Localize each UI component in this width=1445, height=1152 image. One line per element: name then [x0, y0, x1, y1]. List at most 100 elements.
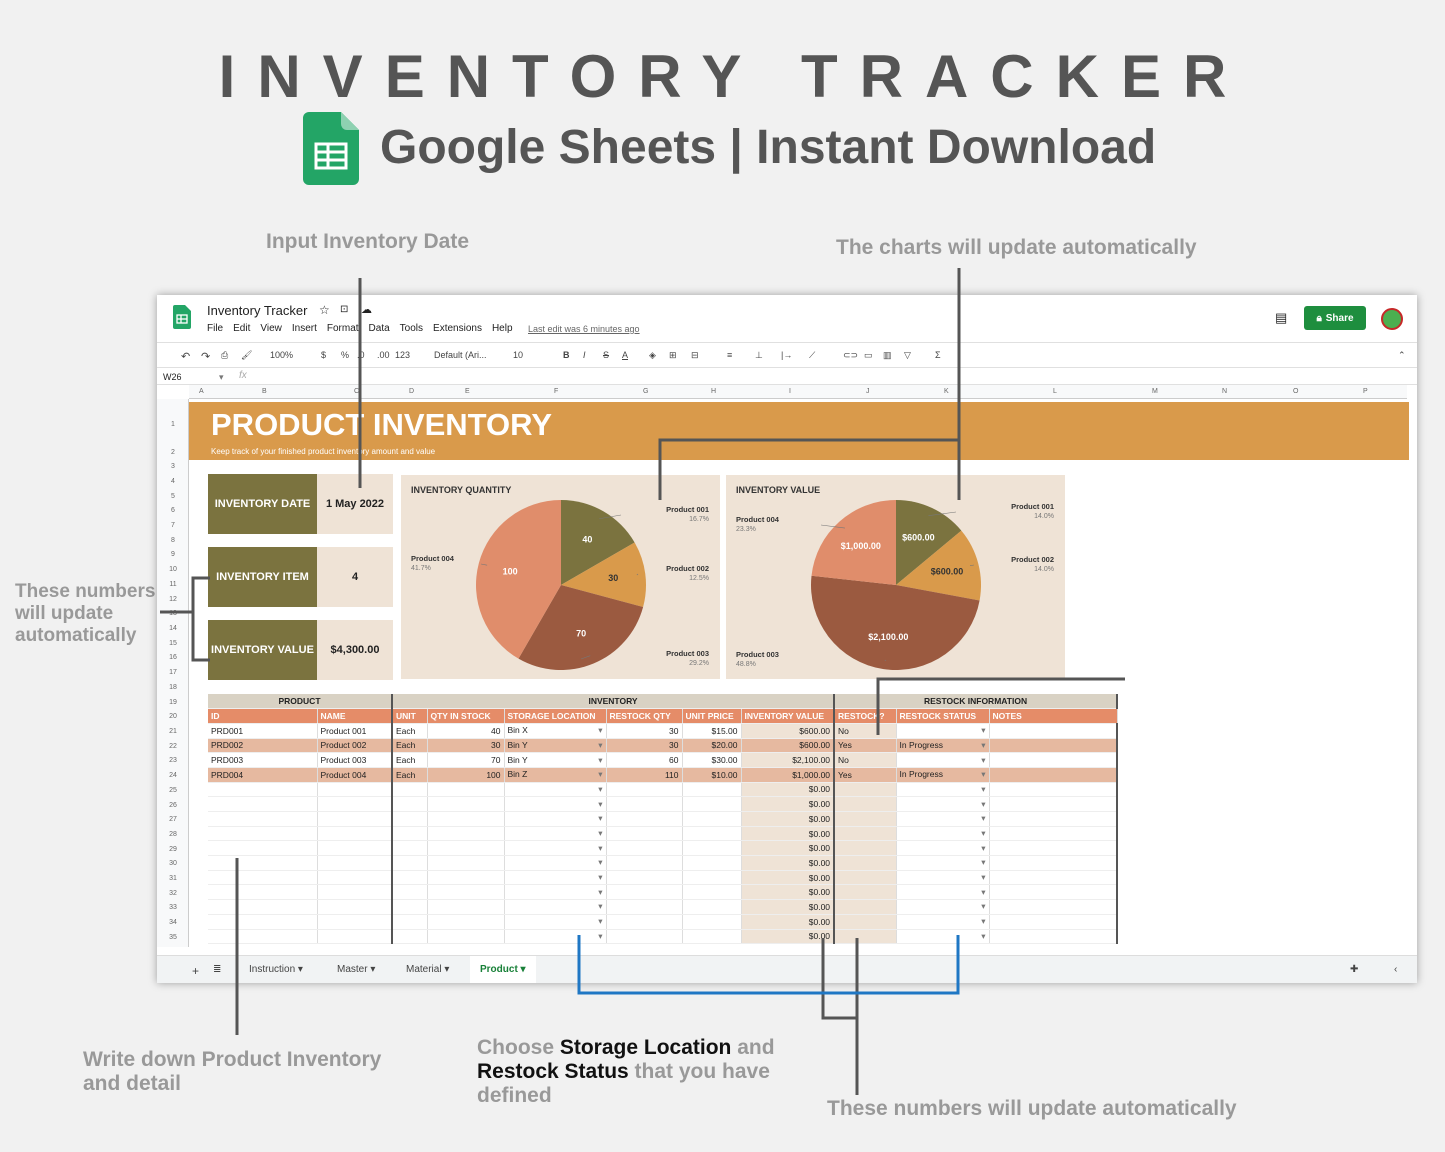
table-cell[interactable]: Each	[391, 738, 428, 754]
table-cell[interactable]: ▾	[504, 884, 607, 901]
dropdown-icon[interactable]: ▾	[981, 725, 986, 736]
table-cell[interactable]	[989, 796, 1119, 812]
table-cell[interactable]	[427, 855, 505, 871]
table-cell[interactable]: ▾	[896, 899, 990, 915]
table-cell[interactable]	[606, 811, 683, 827]
redo-icon[interactable]: ↷	[201, 351, 211, 363]
table-cell[interactable]	[391, 826, 428, 842]
dropdown-icon[interactable]: ▾	[598, 916, 603, 927]
table-cell[interactable]: $0.00	[741, 796, 835, 812]
table-cell[interactable]: 40	[427, 723, 505, 739]
table-cell[interactable]	[391, 899, 428, 915]
column-header[interactable]: L	[1053, 388, 1057, 395]
row-header[interactable]: 29	[169, 846, 177, 853]
table-cell[interactable]	[682, 884, 742, 901]
row-header[interactable]: 18	[169, 684, 177, 691]
table-cell[interactable]	[989, 884, 1119, 901]
table-cell[interactable]	[989, 929, 1119, 945]
table-cell[interactable]: PRD002	[208, 738, 318, 754]
table-cell[interactable]	[989, 767, 1119, 783]
table-cell[interactable]	[391, 914, 428, 930]
dropdown-icon[interactable]: ▾	[598, 798, 603, 809]
table-cell[interactable]	[989, 855, 1119, 871]
row-header[interactable]: 8	[171, 537, 175, 544]
table-cell[interactable]: ▾	[896, 929, 990, 945]
table-cell[interactable]	[317, 782, 393, 798]
table-cell[interactable]: Product 003	[317, 752, 393, 768]
filter-icon[interactable]: ▽	[904, 350, 911, 360]
dropdown-icon[interactable]: ▾	[598, 725, 603, 736]
dropdown-icon[interactable]: ▾	[598, 783, 603, 794]
currency-button[interactable]: $	[321, 350, 327, 360]
table-cell[interactable]	[989, 826, 1119, 842]
table-cell[interactable]	[833, 855, 897, 871]
table-cell[interactable]: $0.00	[741, 929, 835, 945]
table-cell[interactable]	[208, 870, 318, 886]
dropdown-icon[interactable]: ▾	[598, 901, 603, 912]
table-cell[interactable]: $0.00	[741, 914, 835, 930]
table-cell[interactable]: $10.00	[682, 767, 742, 783]
row-header[interactable]: 32	[169, 890, 177, 897]
table-cell[interactable]	[833, 782, 897, 798]
table-cell[interactable]: ▾	[504, 811, 607, 827]
menu-help[interactable]: Help	[491, 323, 513, 334]
add-sheet-icon[interactable]: +	[192, 964, 200, 978]
table-cell[interactable]	[682, 870, 742, 886]
table-cell[interactable]	[833, 884, 897, 901]
table-cell[interactable]	[682, 840, 742, 857]
row-header[interactable]: 15	[169, 640, 177, 647]
table-cell[interactable]	[391, 796, 428, 812]
table-cell[interactable]: PRD003	[208, 752, 318, 768]
dropdown-icon[interactable]: ▾	[598, 813, 603, 824]
table-cell[interactable]: PRD004	[208, 767, 318, 783]
last-edit-link[interactable]: Last edit was 6 minutes ago	[528, 324, 640, 334]
table-cell[interactable]: ▾	[504, 855, 607, 871]
tab-material[interactable]: Material ▾	[406, 964, 450, 975]
row-header[interactable]: 9	[171, 551, 175, 558]
table-cell[interactable]	[317, 840, 393, 857]
row-header[interactable]: 19	[169, 699, 177, 706]
table-cell[interactable]	[833, 929, 897, 945]
menu-view[interactable]: View	[260, 323, 282, 334]
tab-product[interactable]: Product ▾	[470, 956, 536, 983]
table-cell[interactable]: No	[833, 752, 897, 768]
dropdown-icon[interactable]: ▾	[598, 842, 603, 853]
column-header[interactable]: C	[354, 388, 360, 395]
table-cell[interactable]	[391, 884, 428, 901]
column-header[interactable]: H	[711, 388, 717, 395]
table-cell[interactable]	[427, 914, 505, 930]
italic-icon[interactable]: I	[583, 350, 586, 360]
table-cell[interactable]	[989, 723, 1119, 739]
column-header[interactable]: D	[409, 388, 415, 395]
pie-slice[interactable]	[518, 585, 644, 670]
column-header[interactable]: O	[1293, 388, 1299, 395]
dropdown-icon[interactable]: ▾	[598, 754, 603, 765]
column-header[interactable]: N	[1222, 388, 1228, 395]
table-cell[interactable]: ▾	[504, 796, 607, 812]
table-cell[interactable]: $15.00	[682, 723, 742, 739]
table-cell[interactable]: Product 004	[317, 767, 393, 783]
table-cell[interactable]: $0.00	[741, 826, 835, 842]
paint-format-icon[interactable]: 🖌︎	[241, 350, 253, 360]
table-cell[interactable]	[682, 929, 742, 945]
table-cell[interactable]: $0.00	[741, 884, 835, 901]
table-cell[interactable]: ▾	[504, 782, 607, 798]
table-cell[interactable]	[989, 914, 1119, 930]
table-cell[interactable]	[682, 782, 742, 798]
table-cell[interactable]	[208, 840, 318, 857]
document-title[interactable]: Inventory Tracker	[207, 303, 308, 318]
dropdown-icon[interactable]: ▾	[981, 798, 986, 809]
table-cell[interactable]	[427, 840, 505, 857]
table-cell[interactable]	[606, 929, 683, 945]
table-cell[interactable]	[606, 826, 683, 842]
dropdown-icon[interactable]: ▾	[598, 886, 603, 897]
table-cell[interactable]	[317, 796, 393, 812]
row-header[interactable]: 10	[169, 566, 177, 573]
table-cell[interactable]	[208, 782, 318, 798]
row-header[interactable]: 34	[169, 919, 177, 926]
table-cell[interactable]	[391, 870, 428, 886]
column-header[interactable]: K	[944, 388, 949, 395]
table-cell[interactable]: 70	[427, 752, 505, 768]
kpi-value-date[interactable]: 1 May 2022	[317, 474, 393, 534]
dropdown-icon[interactable]: ▾	[598, 739, 603, 750]
